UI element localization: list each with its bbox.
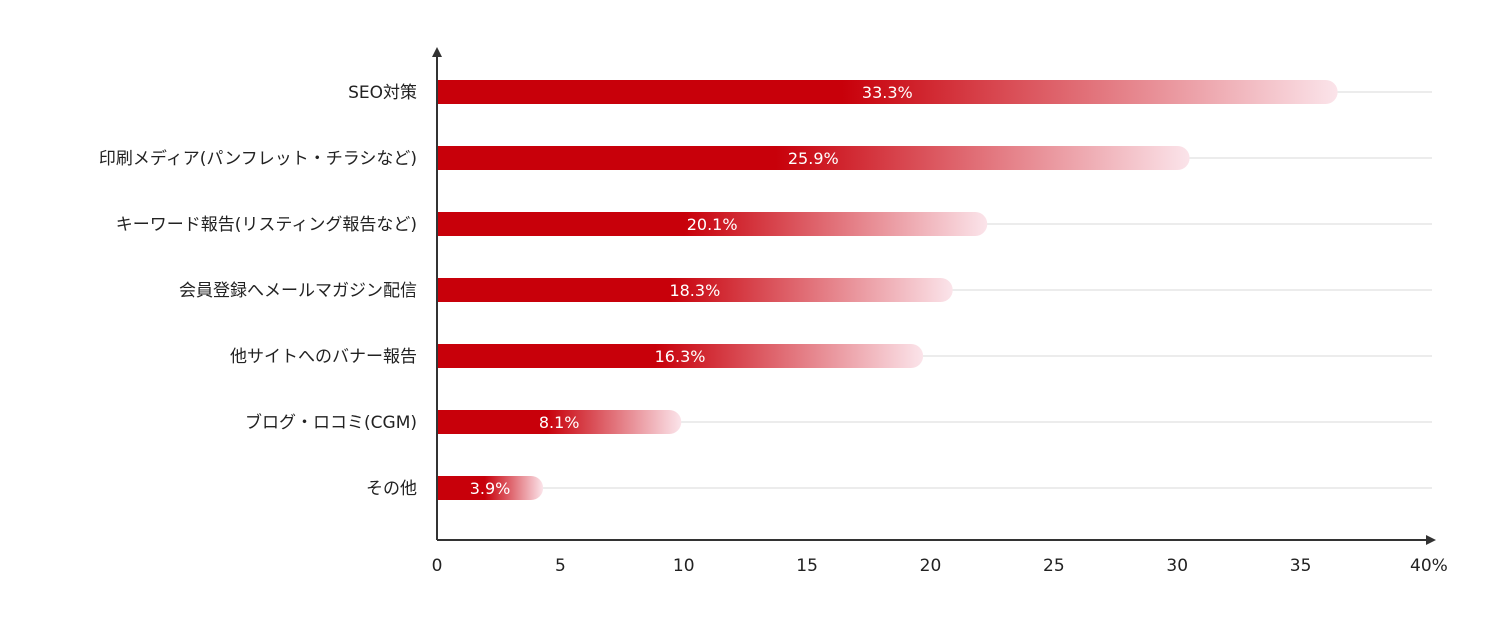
category-label: その他: [366, 479, 417, 499]
x-tick-label: 10: [673, 556, 695, 576]
bar: [437, 146, 1190, 170]
x-tick-label: 35: [1290, 556, 1312, 576]
bars: 33.3% 25.9% 20.1% 18.3% 16.3% 8.1% 3.9%: [437, 80, 1338, 500]
bar-value-label: 20.1%: [687, 215, 738, 234]
category-label: 印刷メディア(パンフレット・チラシなど): [99, 148, 417, 169]
x-tick-label: 0: [432, 556, 443, 576]
bar-value-label: 16.3%: [655, 347, 706, 366]
x-tick-label: 25: [1043, 556, 1065, 576]
x-tick-label: 15: [796, 556, 818, 576]
bar: [437, 278, 953, 302]
x-tick-labels: 0 5 10 15 20 25 30 35 40%: [432, 556, 1448, 576]
category-label: ブログ・ロコミ(CGM): [245, 412, 417, 433]
category-label: キーワード報告(リスティング報告など): [116, 215, 417, 235]
bar-value-label: 3.9%: [470, 479, 511, 498]
x-tick-label: 5: [555, 556, 566, 576]
bar-value-label: 25.9%: [788, 149, 839, 168]
y-axis-arrow-icon: [432, 47, 442, 57]
bar: [437, 80, 1338, 104]
x-tick-label: 30: [1166, 556, 1188, 576]
bar: [437, 476, 544, 500]
category-label: SEO対策: [348, 83, 417, 103]
category-label: 会員登録へメールマガジン配信: [179, 281, 417, 301]
axes: [432, 47, 1436, 545]
x-tick-label: 40%: [1410, 556, 1448, 576]
x-tick-label: 20: [920, 556, 942, 576]
bar: [437, 212, 988, 236]
x-axis-arrow-icon: [1426, 535, 1436, 545]
category-label: 他サイトへのバナー報告: [230, 347, 417, 367]
bar-value-label: 8.1%: [539, 413, 580, 432]
bar: [437, 344, 924, 368]
bar-value-label: 18.3%: [669, 281, 720, 300]
bar: [437, 410, 682, 434]
bar-value-label: 33.3%: [862, 83, 913, 102]
